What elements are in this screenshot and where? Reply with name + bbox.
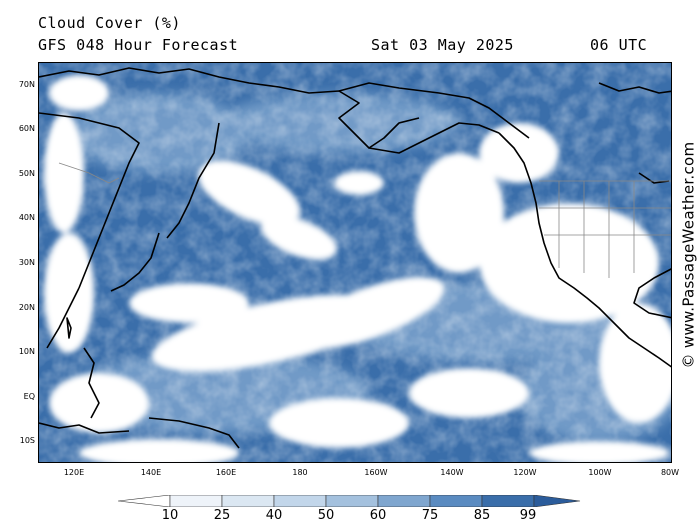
legend-swatch-4: [325, 495, 379, 507]
taiwan: [66, 317, 72, 339]
legend-swatch-6: [429, 495, 483, 507]
lat-label-30n: 30N: [18, 258, 35, 267]
china-coast: [46, 287, 80, 349]
forecast-date: Sat 03 May 2025: [371, 36, 514, 54]
kamchatka-coast: [166, 122, 220, 239]
north-america-west-coast: [498, 132, 671, 368]
legend-swatch-5: [377, 495, 431, 507]
lon-label-160w: 160W: [364, 468, 388, 477]
forecast-time: 06 UTC: [590, 36, 648, 54]
legend-swatch-1: [169, 495, 223, 507]
legend-arrow-low: [118, 495, 171, 507]
lat-label-20n: 20N: [18, 303, 35, 312]
watermark-text: © www.PassageWeather.com: [679, 141, 698, 369]
legend-swatch-7: [481, 495, 535, 507]
lon-label-180: 180: [292, 468, 308, 477]
cloud-texture: [39, 63, 671, 462]
legend-label-60: 60: [369, 508, 387, 523]
philippines: [83, 347, 100, 419]
legend-label-25: 25: [213, 508, 231, 523]
alaska-south-coast: [368, 122, 500, 154]
lat-label-70n: 70N: [18, 80, 35, 89]
indonesia-coast: [39, 422, 130, 434]
legend-label-99: 99: [519, 508, 537, 523]
lon-label-120e: 120E: [63, 468, 85, 477]
state-borders: [58, 162, 671, 278]
legend-label-85: 85: [473, 508, 491, 523]
cloud-cover-map: [38, 62, 672, 463]
lon-label-140w: 140W: [440, 468, 464, 477]
lon-label-160e: 160E: [215, 468, 237, 477]
lon-label-80w: 80W: [660, 468, 680, 477]
legend-label-50: 50: [317, 508, 335, 523]
lon-label-120w: 120W: [513, 468, 537, 477]
lon-label-100w: 100W: [588, 468, 612, 477]
lon-label-140e: 140E: [140, 468, 162, 477]
lat-label-40n: 40N: [18, 213, 35, 222]
alaska-north-coast: [338, 82, 530, 139]
coastlines: [39, 67, 671, 449]
legend-label-10: 10: [161, 508, 179, 523]
great-lakes: [638, 172, 670, 184]
hudson-coast: [598, 82, 671, 94]
legend-label-40: 40: [265, 508, 283, 523]
map-title: Cloud Cover (%): [38, 14, 181, 32]
legend-arrow-high: [533, 495, 581, 507]
lat-label-60n: 60N: [18, 124, 35, 133]
lat-label-10n: 10N: [18, 347, 35, 356]
asia-mainland-coast: [39, 112, 140, 289]
forecast-subtitle: GFS 048 Hour Forecast: [38, 36, 239, 54]
lat-label-10s: 10S: [19, 436, 35, 445]
gulf-coast: [633, 268, 671, 319]
lat-label-eq: EQ: [23, 392, 35, 401]
legend-swatch-2: [221, 495, 275, 507]
new-guinea-coast: [148, 417, 240, 449]
legend-swatch-3: [273, 495, 327, 507]
legend-color-bar: [118, 495, 581, 507]
copyright-watermark: © www.PassageWeather.com: [676, 80, 700, 430]
legend-label-75: 75: [421, 508, 439, 523]
japan-coast: [110, 232, 160, 292]
lat-label-50n: 50N: [18, 169, 35, 178]
siberia-coast: [39, 67, 420, 149]
cloud-map-svg: [39, 63, 671, 462]
